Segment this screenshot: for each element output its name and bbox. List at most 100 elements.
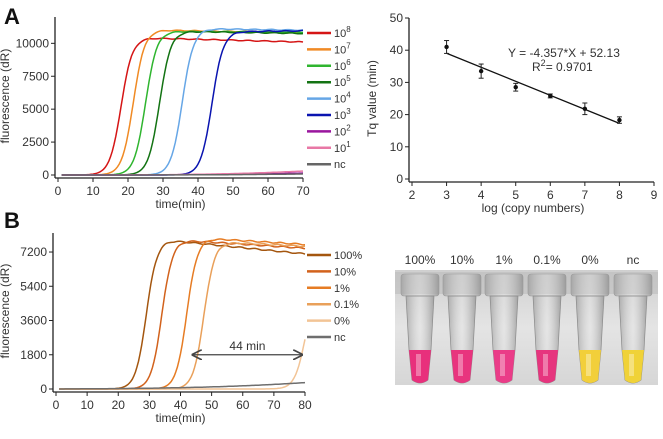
- x-tick-label: 6: [547, 188, 554, 202]
- legend-label: 102: [334, 123, 351, 138]
- legend-label: 10%: [334, 266, 356, 278]
- tube-highlight: [500, 354, 505, 376]
- x-tick-label: 3: [443, 188, 450, 202]
- data-point: [548, 93, 553, 99]
- series-line-104: [61, 28, 304, 176]
- y-tick-label: 0: [42, 168, 49, 182]
- y-tick-label: 5400: [20, 279, 47, 293]
- tube-photo: 100% 10% 1% 0.1% 0% nc: [395, 253, 658, 385]
- tube-cap: [613, 273, 653, 297]
- x-tick-label: 5: [512, 188, 519, 202]
- tube-liquid: [493, 350, 515, 383]
- tube-liquid: [409, 350, 431, 383]
- tube-cap: [442, 273, 482, 297]
- legend-label: nc: [334, 332, 346, 344]
- legend-label: 0%: [334, 316, 350, 328]
- tube-highlight: [629, 354, 634, 376]
- legend-label: 100%: [334, 250, 362, 262]
- y-tick-label: 10: [390, 140, 404, 154]
- x-tick-label: 60: [236, 398, 250, 412]
- y-tick-label: 2500: [22, 135, 49, 149]
- y-tick-label: 10000: [16, 36, 50, 50]
- legend-label: 105: [334, 74, 351, 89]
- x-tick-label: 20: [112, 398, 126, 412]
- tube-label: nc: [627, 253, 640, 267]
- legend-label: 108: [334, 25, 351, 40]
- tube-highlight: [416, 354, 421, 376]
- y-tick-label: 5000: [22, 102, 49, 116]
- y-tick-label: 50: [390, 11, 404, 25]
- fit-equation: Y = -4.357*X + 52.13: [508, 46, 620, 60]
- tube-liquid: [536, 350, 558, 383]
- fit-line: [446, 52, 620, 124]
- chart-b-amplification: 0 10 20 30 40 50 60 70 80 0 1800 3600 5400 7200 time(m…: [0, 233, 362, 425]
- series-line-01: [59, 241, 306, 390]
- x-axis-label: log (copy numbers): [482, 201, 585, 215]
- series-line-10: [59, 240, 306, 390]
- chart-a-standard-curve: Y = -4.357*X + 52.13 R2= 0.9701 2 3 4 5 6 7 8 9…: [365, 11, 658, 215]
- legend-label: 1%: [334, 283, 350, 295]
- x-tick-label: 40: [191, 184, 205, 198]
- y-axis-label: Tq value (min): [365, 60, 379, 137]
- y-axis-label: fluorescence (dR): [0, 264, 12, 359]
- data-point: [444, 44, 449, 50]
- x-tick-label: 30: [143, 398, 157, 412]
- chart-a-amplification: 0 10 20 30 40 50 60 70 0 2500 5000 7500 10000 time(mi…: [0, 17, 351, 211]
- legend-label: 103: [334, 107, 351, 122]
- x-tick-label: 80: [298, 398, 312, 412]
- x-tick-label: 40: [174, 398, 188, 412]
- tube-liquid: [579, 350, 601, 383]
- legend-label: 101: [334, 140, 351, 155]
- tube-liquid: [451, 350, 473, 383]
- tube-label: 10%: [450, 253, 474, 267]
- series-line-108: [61, 37, 304, 176]
- legend-label: nc: [334, 159, 346, 171]
- x-tick-label: 2: [409, 188, 416, 202]
- y-tick-label: 0: [40, 382, 47, 396]
- legend-label: 107: [334, 41, 351, 56]
- panel-label-a: A: [4, 4, 20, 29]
- data-point: [513, 85, 518, 90]
- tube-highlight: [458, 354, 463, 376]
- panel-label-b: B: [4, 208, 20, 233]
- y-tick-label: 30: [390, 75, 404, 89]
- tube-cap: [400, 273, 440, 297]
- y-tick-label: 3600: [20, 314, 47, 328]
- y-tick-label: 7200: [20, 245, 47, 259]
- annotation-label: 44 min: [229, 339, 265, 353]
- x-tick-label: 50: [226, 184, 240, 198]
- x-tick-label: 50: [205, 398, 219, 412]
- x-tick-label: 4: [478, 188, 485, 202]
- series-line-nc: [61, 173, 304, 176]
- y-axis-label: fluorescence (dR): [0, 49, 12, 144]
- x-tick-label: 20: [121, 184, 135, 198]
- x-tick-label: 0: [53, 398, 60, 412]
- y-tick-label: 20: [390, 108, 404, 122]
- x-tick-label: 7: [582, 188, 589, 202]
- x-axis-label: time(min): [156, 411, 206, 425]
- x-tick-label: 8: [616, 188, 623, 202]
- x-tick-label: 70: [296, 184, 310, 198]
- tube-highlight: [543, 354, 548, 376]
- legend-label: 0.1%: [334, 299, 359, 311]
- series-line-100: [59, 240, 306, 390]
- tube-label: 1%: [495, 253, 513, 267]
- data-point: [617, 117, 622, 123]
- series-line-1: [59, 238, 306, 390]
- x-tick-label: 0: [55, 184, 62, 198]
- tube-highlight: [586, 354, 591, 376]
- y-tick-label: 0: [396, 172, 403, 186]
- tube-label: 0%: [581, 253, 599, 267]
- x-tick-label: 60: [261, 184, 275, 198]
- tube-cap: [570, 273, 610, 297]
- x-tick-label: 30: [156, 184, 170, 198]
- data-point: [582, 106, 588, 112]
- tube-label: 100%: [405, 253, 436, 267]
- y-tick-label: 40: [390, 43, 404, 57]
- y-tick-label: 7500: [22, 69, 49, 83]
- x-tick-label: 10: [80, 398, 94, 412]
- x-axis-label: time(min): [156, 197, 206, 211]
- series-line-nc: [59, 381, 306, 390]
- tube-liquid: [622, 350, 644, 383]
